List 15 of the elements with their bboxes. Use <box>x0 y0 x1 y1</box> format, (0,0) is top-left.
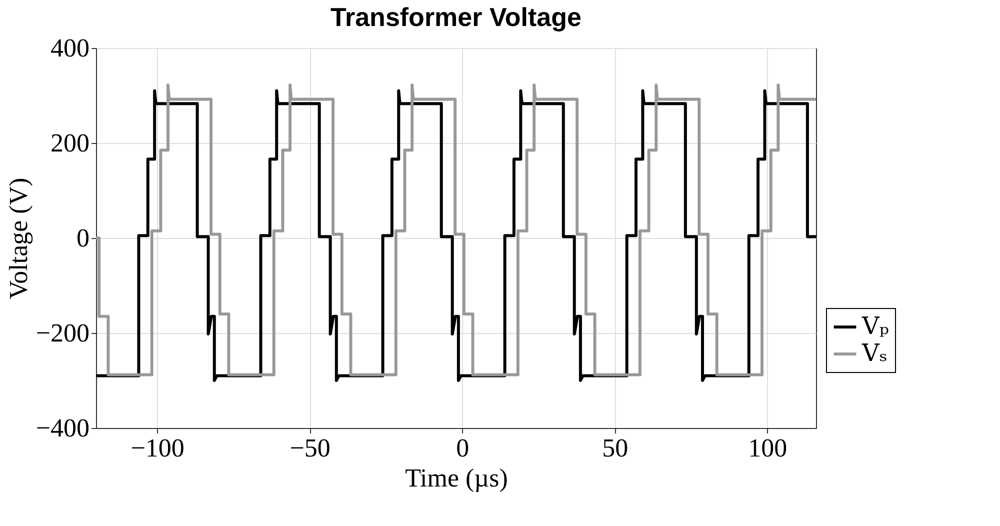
y-tick-label: 400 <box>50 34 90 62</box>
chart-title: Transformer Voltage <box>330 2 582 32</box>
x-tick-label: 100 <box>748 434 788 462</box>
x-tick-label: −100 <box>130 434 184 462</box>
x-axis-title: Time (µs) <box>405 464 508 492</box>
y-tick-label: −200 <box>36 318 90 348</box>
y-tick-label: 200 <box>50 128 90 158</box>
y-axis-title: Voltage (V) <box>4 178 33 300</box>
y-tick-label: −400 <box>36 414 90 442</box>
x-tick-label: −50 <box>290 434 330 462</box>
x-tick-label: 50 <box>602 434 628 462</box>
x-tick-label: 0 <box>456 434 470 462</box>
legend-label: Vₛ <box>861 339 888 367</box>
legend-label: Vₚ <box>861 312 889 340</box>
y-tick-label: 0 <box>76 224 90 252</box>
